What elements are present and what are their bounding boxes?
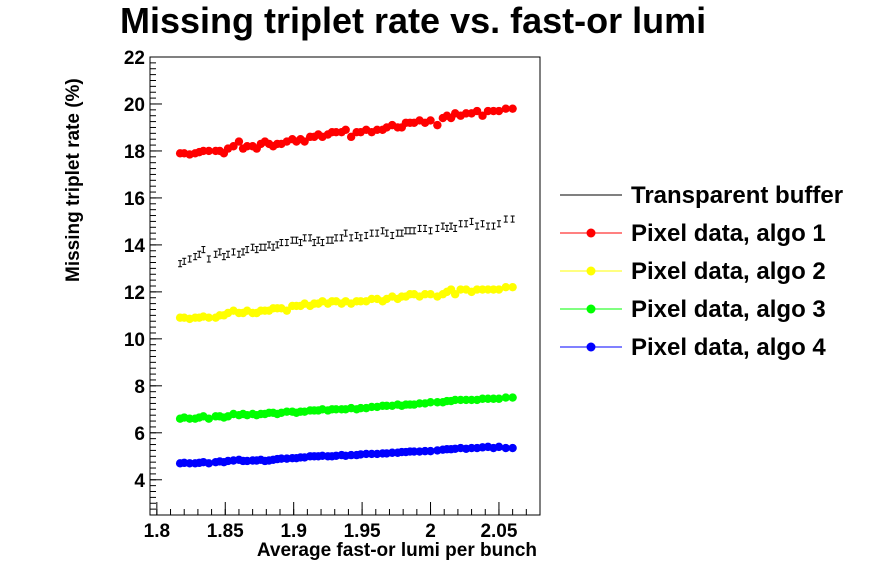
data-point (494, 394, 504, 403)
tick-labels: 1.8 1.85 1.9 1.95 2 2.05 4 6 8 10 12 14 16 18 20 22 (124, 48, 518, 542)
legend-item: Pixel data, algo 3 (560, 296, 826, 323)
legend-label: Transparent buffer (631, 182, 843, 209)
data-point (426, 116, 435, 125)
chart-title: Missing triplet rate vs. fast-or lumi (120, 0, 706, 41)
legend-label: Pixel data, algo 2 (631, 258, 826, 285)
data-point (346, 132, 356, 142)
series-transparent-buffer (178, 215, 515, 268)
legend-label: Pixel data, algo 1 (631, 220, 826, 247)
data-point (204, 313, 214, 322)
data-point (472, 106, 482, 116)
series-pixel-data-algo-1 (175, 104, 517, 159)
data-point (204, 146, 214, 156)
data-point (204, 414, 214, 423)
data-point (494, 442, 504, 452)
x-tick-label: 1.85 (207, 521, 244, 542)
y-tick-label: 22 (124, 48, 145, 69)
data-point (501, 393, 510, 402)
data-point (341, 125, 350, 135)
legend-item: Pixel data, algo 2 (560, 258, 826, 285)
data-point (204, 459, 214, 468)
data-point (450, 290, 460, 299)
legend-item: Pixel data, algo 1 (560, 220, 826, 247)
legend-marker (586, 266, 596, 276)
series-pixel-data-algo-2 (175, 282, 517, 324)
data-point (300, 137, 309, 146)
data-point (229, 142, 238, 151)
data-point (494, 106, 504, 116)
y-tick-label: 8 (134, 377, 145, 398)
data-point (234, 137, 244, 146)
data-point (478, 111, 487, 120)
y-tick-label: 20 (124, 95, 145, 116)
legend-item: Pixel data, algo 4 (560, 334, 826, 361)
x-tick-label: 2 (425, 521, 436, 542)
legend-marker (586, 228, 596, 238)
series-pixel-data-algo-4 (175, 442, 517, 468)
legend-item: Transparent buffer (560, 182, 843, 209)
legend-label: Pixel data, algo 3 (631, 296, 826, 323)
y-tick-label: 14 (124, 236, 146, 257)
y-tick-label: 12 (124, 283, 145, 304)
data-point (433, 120, 442, 130)
data-point (508, 443, 517, 453)
data-point (501, 443, 510, 453)
axis-ticks (150, 56, 541, 516)
legend-marker (586, 342, 596, 352)
x-tick-label: 1.8 (144, 521, 170, 542)
data-point (501, 104, 510, 113)
series-pixel-data-algo-3 (175, 393, 517, 423)
legend-marker (586, 304, 596, 314)
y-tick-label: 4 (134, 471, 145, 492)
x-tick-label: 1.95 (344, 521, 381, 542)
legend-label: Pixel data, algo 4 (631, 334, 826, 361)
data-point (508, 393, 517, 402)
y-tick-label: 18 (124, 142, 145, 163)
y-axis-label: Missing triplet rate (%) (63, 78, 84, 282)
data-point (426, 290, 435, 299)
y-tick-label: 16 (124, 189, 145, 210)
x-tick-label: 2.05 (480, 521, 517, 542)
data-point (508, 104, 517, 113)
data-point (494, 285, 504, 294)
data-point (426, 446, 435, 456)
x-tick-label: 1.9 (280, 521, 306, 542)
y-tick-label: 6 (134, 424, 145, 445)
x-axis-label: Average fast-or lumi per bunch (257, 540, 537, 561)
data-point (426, 398, 435, 407)
legend: Transparent buffer Pixel data, algo 1 Pixe… (560, 182, 843, 361)
data-point (501, 282, 510, 292)
data-point (508, 282, 517, 292)
data-points (175, 104, 517, 468)
y-tick-label: 10 (124, 330, 145, 351)
data-point (282, 306, 292, 315)
